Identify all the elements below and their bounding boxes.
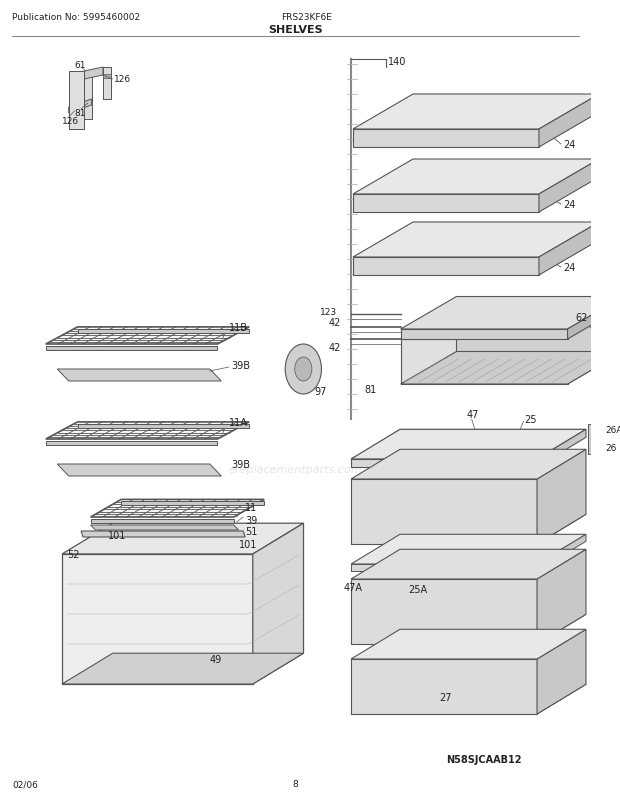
Polygon shape [46,327,249,345]
Text: ereplacementparts.com: ereplacementparts.com [229,464,363,475]
Polygon shape [537,535,586,571]
Polygon shape [91,520,234,524]
Text: 8: 8 [293,780,299,788]
Text: 97: 97 [315,387,327,396]
Text: 26A: 26A [605,425,620,434]
Polygon shape [401,352,620,384]
Polygon shape [353,160,599,195]
Text: 123: 123 [319,308,337,317]
Text: 62: 62 [575,313,588,322]
Ellipse shape [285,345,321,395]
Text: 42: 42 [328,318,340,327]
Polygon shape [351,430,586,460]
Polygon shape [539,95,599,148]
Text: Publication No: 5995460002: Publication No: 5995460002 [12,14,141,22]
Polygon shape [456,307,620,352]
Polygon shape [588,425,603,455]
Polygon shape [57,370,221,382]
Polygon shape [103,68,110,100]
Polygon shape [353,130,539,148]
Polygon shape [351,684,586,714]
Polygon shape [78,424,249,428]
Text: 02/06: 02/06 [12,780,38,788]
Polygon shape [351,565,537,571]
Text: N58SJCAAB12: N58SJCAAB12 [446,754,522,764]
Text: 39: 39 [245,516,257,525]
Polygon shape [62,554,253,684]
Polygon shape [351,515,586,545]
Text: 101: 101 [108,530,126,541]
Text: 101: 101 [239,539,257,549]
Polygon shape [537,630,586,714]
Text: FRS23KF6E: FRS23KF6E [281,14,332,22]
Text: 24: 24 [563,140,575,150]
Text: 39B: 39B [231,361,250,371]
Text: 81: 81 [74,108,86,117]
Polygon shape [353,257,539,276]
Text: 11: 11 [245,502,257,512]
Polygon shape [353,195,539,213]
Text: 140: 140 [388,57,407,67]
Text: 25A: 25A [408,585,427,594]
Text: 11A: 11A [229,418,248,427]
Polygon shape [351,460,537,468]
Polygon shape [537,549,586,644]
Ellipse shape [294,358,312,382]
Polygon shape [537,430,586,468]
Text: 61: 61 [74,60,86,70]
Text: 25: 25 [525,415,537,425]
Text: 11B: 11B [229,322,248,333]
Polygon shape [401,339,567,384]
Polygon shape [401,297,620,330]
Polygon shape [539,223,599,276]
Polygon shape [78,330,249,334]
Text: 81: 81 [365,384,376,395]
Text: 126: 126 [113,75,131,84]
Text: 42: 42 [328,342,340,353]
Polygon shape [401,330,567,339]
Text: 126: 126 [62,116,79,125]
Polygon shape [121,502,264,506]
Polygon shape [351,614,586,644]
Polygon shape [62,654,304,684]
Polygon shape [353,223,599,257]
Text: 39B: 39B [231,460,250,469]
Text: 49: 49 [210,654,222,664]
Text: 26: 26 [605,444,616,452]
Polygon shape [46,423,249,439]
Polygon shape [567,307,620,384]
Polygon shape [62,524,304,554]
Polygon shape [91,525,239,530]
Polygon shape [351,579,537,644]
Text: 47: 47 [466,410,479,419]
Polygon shape [351,535,586,565]
Polygon shape [567,297,620,339]
Polygon shape [81,532,245,537]
Polygon shape [353,95,599,130]
Polygon shape [69,72,84,130]
Polygon shape [537,450,586,545]
Polygon shape [351,630,586,659]
Polygon shape [84,68,103,80]
Text: 51: 51 [245,526,257,537]
Polygon shape [57,464,221,476]
Polygon shape [539,160,599,213]
Text: SHELVES: SHELVES [268,25,323,35]
Polygon shape [84,72,92,119]
Polygon shape [351,480,537,545]
Polygon shape [46,441,218,445]
Text: 24: 24 [563,263,575,273]
Polygon shape [351,659,537,714]
Text: 27: 27 [439,692,451,702]
Polygon shape [351,549,586,579]
Text: 47A: 47A [343,582,363,592]
Text: 52: 52 [67,549,79,559]
Polygon shape [69,100,92,114]
Polygon shape [103,75,110,79]
Polygon shape [91,500,264,517]
Polygon shape [46,346,218,350]
Polygon shape [351,450,586,480]
Polygon shape [253,524,304,684]
Text: 24: 24 [563,200,575,210]
